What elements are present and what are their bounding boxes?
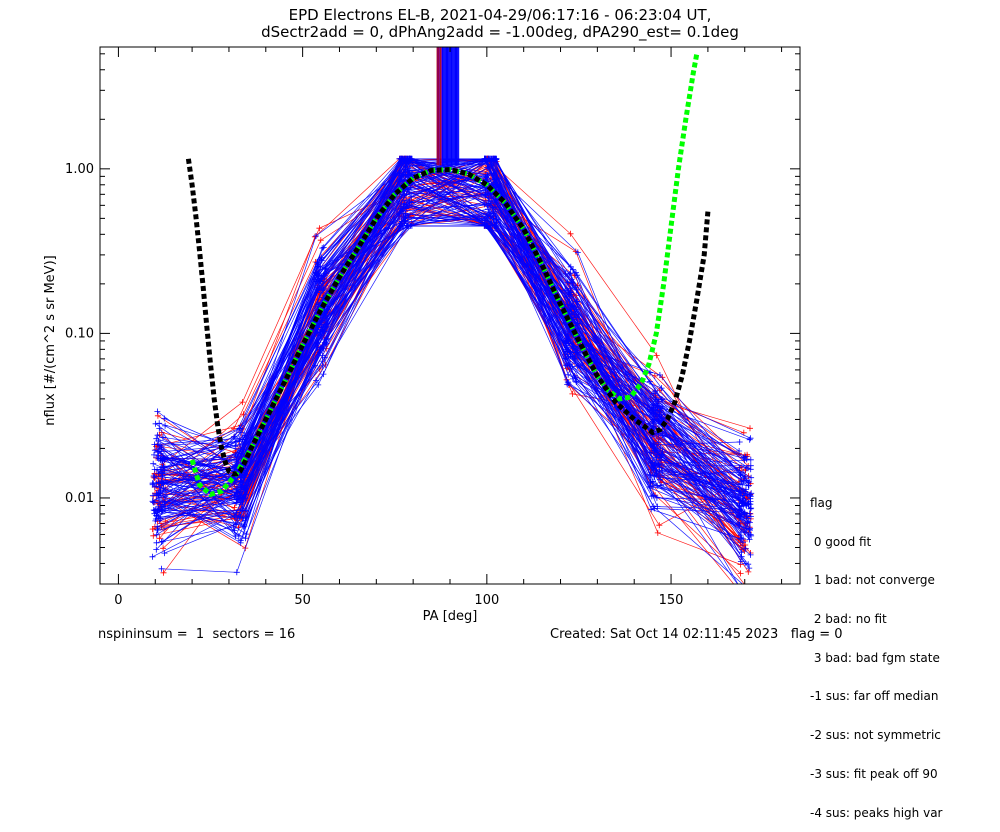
blue-trace [160, 189, 748, 481]
legend-item-m1: -1 sus: far off median [810, 689, 939, 704]
legend-item-1: 1 bad: not converge [810, 573, 935, 588]
legend-item-3: 3 bad: bad fgm state [810, 650, 940, 665]
blue-trace [154, 158, 751, 496]
blue-trace [161, 211, 742, 562]
chart-title-line1: EPD Electrons EL-B, 2021-04-29/06:17:16 … [288, 6, 712, 24]
blue-trace-markers [159, 201, 749, 552]
x-tick-label: 50 [294, 593, 311, 608]
chart-title-line2: dSectr2add = 0, dPhAng2add = -1.00deg, d… [261, 23, 739, 41]
y-tick-label: 0.10 [65, 326, 94, 341]
red-trace [152, 225, 741, 574]
blue-trace [159, 171, 752, 521]
blue-trace [154, 204, 740, 532]
legend-item-m4: -4 sus: peaks high var [810, 805, 943, 820]
red-trace [161, 175, 744, 531]
blue-trace-markers [156, 168, 754, 524]
blue-trace [157, 189, 751, 531]
blue-trace [153, 158, 747, 517]
x-axis-label: PA [deg] [423, 609, 478, 624]
blue-trace [154, 174, 742, 535]
x-tick-label: 100 [474, 593, 499, 608]
blue-trace [156, 216, 738, 584]
blue-trace [161, 215, 744, 584]
legend-item-m2: -2 sus: not symmetric [810, 728, 941, 743]
y-axis-label: nflux [#/(cm^2 s sr MeV)] [43, 255, 58, 425]
y-tick-label: 0.01 [65, 491, 94, 506]
blue-trace [162, 158, 749, 505]
blue-trace [165, 202, 749, 522]
blue-trace [157, 159, 749, 537]
blue-trace [157, 158, 742, 557]
blue-trace [158, 225, 744, 494]
blue-trace [158, 221, 747, 527]
blue-trace [164, 204, 749, 501]
blue-trace [163, 158, 746, 477]
flag-legend: flag 0 good fit 1 bad: not converge 2 ba… [810, 471, 942, 832]
legend-item-0: 0 good fit [810, 534, 872, 549]
legend-item-m3: -3 sus: fit peak off 90 [810, 766, 938, 781]
x-tick-label: 150 [659, 593, 684, 608]
data-layer [149, 47, 755, 584]
x-tick-label: 0 [114, 593, 122, 608]
blue-trace [160, 158, 746, 506]
fit-curve-black [185, 158, 711, 477]
blue-trace [162, 218, 741, 499]
blue-trace-markers [151, 155, 754, 517]
footer-left-info: nspininsum = 1 sectors = 16 [98, 627, 296, 642]
y-tick-label: 1.00 [65, 162, 94, 177]
blue-trace [164, 205, 749, 565]
legend-item-2: 2 bad: no fit [810, 611, 887, 626]
footer-created-info: Created: Sat Oct 14 02:11:45 2023 flag =… [550, 627, 843, 642]
chart-plot: 0 50 100 150 0.01 0.10 1.00 PA [deg] nflux [#/(c… [43, 46, 801, 624]
blue-trace [158, 213, 750, 530]
legend-heading: flag [810, 495, 833, 510]
